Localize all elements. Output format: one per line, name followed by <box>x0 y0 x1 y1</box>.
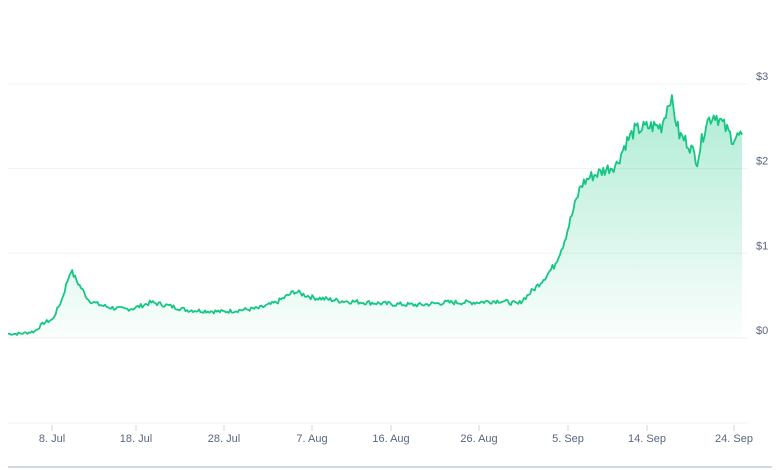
price-area-fill <box>8 95 742 338</box>
x-tick-label: 26. Aug <box>460 433 497 445</box>
x-tick-label: 8. Jul <box>39 433 65 445</box>
x-tick-label: 5. Sep <box>552 433 584 445</box>
y-tick-label: $3 <box>756 71 768 83</box>
y-tick-label: $2 <box>756 156 768 168</box>
price-line <box>7 94 743 336</box>
y-tick-label: $1 <box>756 240 768 252</box>
y-axis: $3 $2 $1 $0 <box>756 71 768 337</box>
chart-range-bar[interactable] <box>8 466 772 468</box>
x-axis: 8. Jul 18. Jul 28. Jul 7. Aug 16. Aug 26. Aug… <box>39 425 753 445</box>
x-tick-label: 24. Sep <box>715 433 753 445</box>
x-tick-label: 7. Aug <box>296 433 327 445</box>
x-tick-label: 28. Jul <box>208 433 240 445</box>
x-tick-label: 16. Aug <box>372 433 409 445</box>
y-tick-label: $0 <box>756 325 768 337</box>
x-tick-label: 14. Sep <box>628 433 666 445</box>
x-tick-label: 18. Jul <box>120 433 152 445</box>
